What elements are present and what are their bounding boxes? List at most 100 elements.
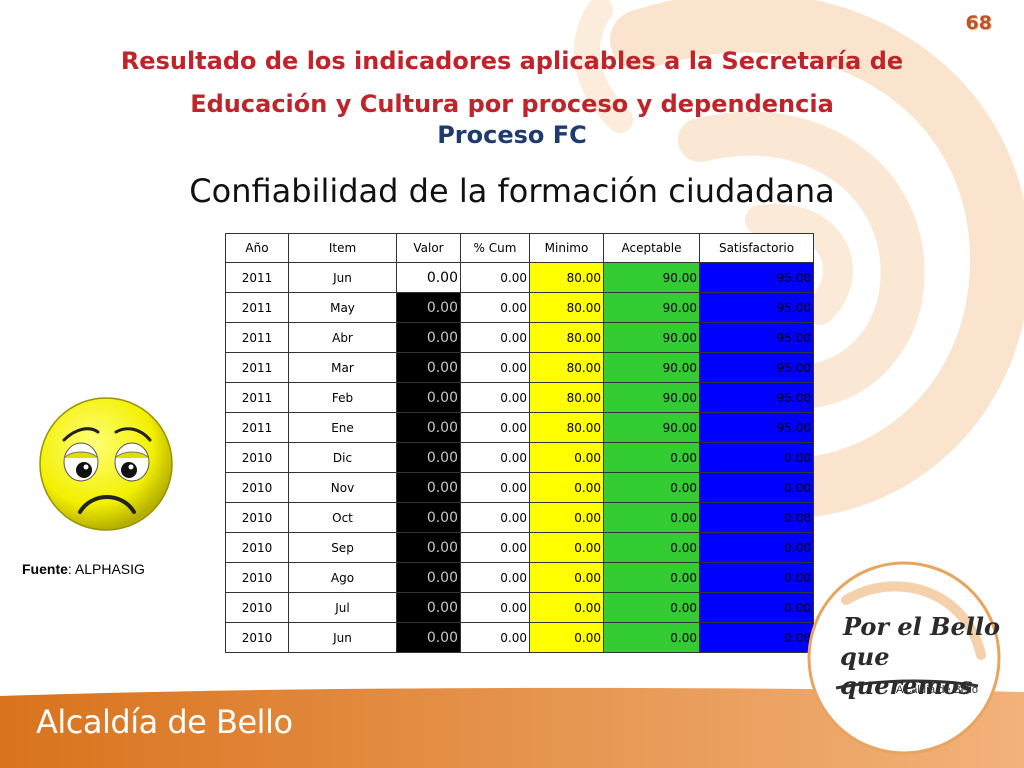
cell-satisfactorio: 0.00 bbox=[699, 532, 814, 563]
cell-cum: 0.00 bbox=[460, 322, 530, 353]
cell-year: 2011 bbox=[225, 262, 289, 293]
cell-cum: 0.00 bbox=[460, 412, 530, 443]
indicator-table: Año Item Valor % Cum Minimo Aceptable Sa… bbox=[225, 233, 814, 653]
cell-item: May bbox=[288, 292, 397, 323]
cell-aceptable: 90.00 bbox=[603, 382, 700, 413]
cell-minimo: 0.00 bbox=[529, 592, 604, 623]
sad-face-icon bbox=[36, 392, 177, 534]
cell-item: Ago bbox=[288, 562, 397, 593]
header-minimo: Minimo bbox=[529, 233, 604, 263]
cell-year: 2010 bbox=[225, 442, 289, 473]
page-number: 68 bbox=[965, 12, 992, 34]
cell-satisfactorio: 95.00 bbox=[699, 382, 814, 413]
cell-cum: 0.00 bbox=[460, 442, 530, 473]
cell-minimo: 80.00 bbox=[529, 352, 604, 383]
cell-item: Dic bbox=[288, 442, 397, 473]
table-row: 2011 May 0.00 0.00 80.00 90.00 95.00 bbox=[225, 292, 814, 323]
header-satisfactorio: Satisfactorio bbox=[699, 233, 814, 263]
cell-minimo: 0.00 bbox=[529, 472, 604, 503]
cell-aceptable: 0.00 bbox=[603, 592, 700, 623]
source-value: : ALPHASIG bbox=[67, 561, 145, 577]
cell-aceptable: 90.00 bbox=[603, 412, 700, 443]
table-row: 2010 Dic 0.00 0.00 0.00 0.00 0.00 bbox=[225, 442, 814, 473]
table-row: 2010 Ago 0.00 0.00 0.00 0.00 0.00 bbox=[225, 562, 814, 593]
cell-year: 2010 bbox=[225, 592, 289, 623]
cell-valor: 0.00 bbox=[396, 472, 461, 503]
cell-minimo: 0.00 bbox=[529, 442, 604, 473]
footer-bar bbox=[0, 687, 1024, 768]
cell-satisfactorio: 0.00 bbox=[699, 442, 814, 473]
cell-satisfactorio: 95.00 bbox=[699, 412, 814, 443]
header-year: Año bbox=[225, 233, 289, 263]
table-row: 2010 Jun 0.00 0.00 0.00 0.00 0.00 bbox=[225, 622, 814, 653]
cell-satisfactorio: 0.00 bbox=[699, 592, 814, 623]
cell-year: 2011 bbox=[225, 352, 289, 383]
cell-cum: 0.00 bbox=[460, 622, 530, 653]
cell-cum: 0.00 bbox=[460, 292, 530, 323]
table-row: 2011 Mar 0.00 0.00 80.00 90.00 95.00 bbox=[225, 352, 814, 383]
cell-cum: 0.00 bbox=[460, 352, 530, 383]
cell-valor: 0.00 bbox=[396, 502, 461, 533]
cell-satisfactorio: 0.00 bbox=[699, 622, 814, 653]
cell-item: Jul bbox=[288, 592, 397, 623]
table-header-row: Año Item Valor % Cum Minimo Aceptable Sa… bbox=[225, 233, 814, 263]
cell-aceptable: 0.00 bbox=[603, 532, 700, 563]
cell-cum: 0.00 bbox=[460, 472, 530, 503]
cell-valor: 0.00 bbox=[396, 382, 461, 413]
cell-satisfactorio: 0.00 bbox=[699, 472, 814, 503]
logo-subtitle: Alcaldía de Bello bbox=[896, 684, 978, 696]
cell-cum: 0.00 bbox=[460, 562, 530, 593]
cell-valor: 0.00 bbox=[396, 592, 461, 623]
cell-minimo: 0.00 bbox=[529, 532, 604, 563]
cell-aceptable: 90.00 bbox=[603, 292, 700, 323]
table-row: 2010 Nov 0.00 0.00 0.00 0.00 0.00 bbox=[225, 472, 814, 503]
cell-valor: 0.00 bbox=[396, 442, 461, 473]
cell-cum: 0.00 bbox=[460, 592, 530, 623]
cell-minimo: 80.00 bbox=[529, 292, 604, 323]
cell-valor: 0.00 bbox=[396, 322, 461, 353]
cell-year: 2011 bbox=[225, 322, 289, 353]
cell-item: Feb bbox=[288, 382, 397, 413]
cell-aceptable: 90.00 bbox=[603, 322, 700, 353]
cell-minimo: 80.00 bbox=[529, 412, 604, 443]
cell-valor: 0.00 bbox=[396, 262, 461, 293]
cell-satisfactorio: 0.00 bbox=[699, 502, 814, 533]
cell-year: 2010 bbox=[225, 622, 289, 653]
slide-title: Resultado de los indicadores aplicables … bbox=[60, 40, 964, 126]
cell-item: Mar bbox=[288, 352, 397, 383]
cell-item: Sep bbox=[288, 532, 397, 563]
cell-item: Oct bbox=[288, 502, 397, 533]
cell-year: 2011 bbox=[225, 412, 289, 443]
cell-minimo: 0.00 bbox=[529, 622, 604, 653]
source-label: Fuente bbox=[22, 561, 68, 577]
por-el-bello-logo bbox=[807, 561, 1001, 755]
table-row: 2011 Jun 0.00 0.00 80.00 90.00 95.00 bbox=[225, 262, 814, 293]
table-row: 2011 Ene 0.00 0.00 80.00 90.00 95.00 bbox=[225, 412, 814, 443]
logo-line-2: que queremos bbox=[840, 642, 973, 700]
logo-line-1: Por el Bello bbox=[843, 612, 1000, 641]
cell-valor: 0.00 bbox=[396, 532, 461, 563]
table-row: 2011 Feb 0.00 0.00 80.00 90.00 95.00 bbox=[225, 382, 814, 413]
header-valor: Valor bbox=[396, 233, 461, 263]
cell-aceptable: 90.00 bbox=[603, 352, 700, 383]
cell-item: Jun bbox=[288, 262, 397, 293]
cell-valor: 0.00 bbox=[396, 622, 461, 653]
cell-item: Jun bbox=[288, 622, 397, 653]
cell-minimo: 0.00 bbox=[529, 562, 604, 593]
source-note: Fuente: ALPHASIG bbox=[22, 561, 145, 577]
cell-item: Nov bbox=[288, 472, 397, 503]
cell-minimo: 80.00 bbox=[529, 382, 604, 413]
cell-aceptable: 90.00 bbox=[603, 262, 700, 293]
cell-year: 2011 bbox=[225, 292, 289, 323]
cell-valor: 0.00 bbox=[396, 412, 461, 443]
cell-item: Ene bbox=[288, 412, 397, 443]
title-line-1: Resultado de los indicadores aplicables … bbox=[120, 47, 904, 75]
cell-satisfactorio: 0.00 bbox=[699, 562, 814, 593]
table-row: 2010 Jul 0.00 0.00 0.00 0.00 0.00 bbox=[225, 592, 814, 623]
cell-satisfactorio: 95.00 bbox=[699, 322, 814, 353]
cell-aceptable: 0.00 bbox=[603, 622, 700, 653]
cell-year: 2010 bbox=[225, 502, 289, 533]
indicator-heading: Confiabilidad de la formación ciudadana bbox=[189, 172, 835, 210]
cell-aceptable: 0.00 bbox=[603, 562, 700, 593]
cell-valor: 0.00 bbox=[396, 562, 461, 593]
